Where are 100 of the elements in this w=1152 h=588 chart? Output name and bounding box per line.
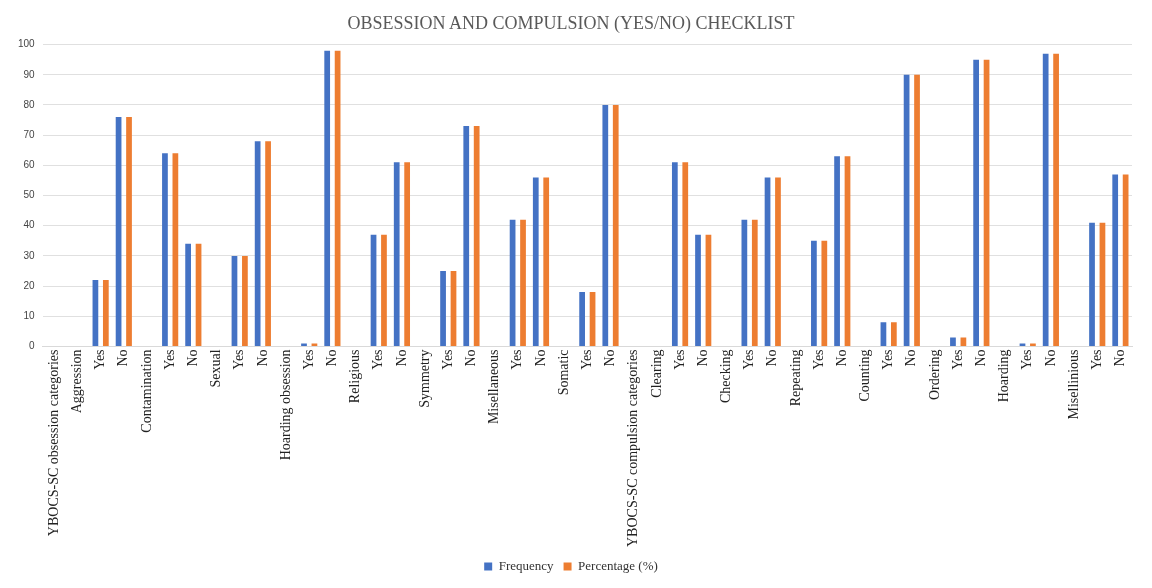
- bar: [1112, 174, 1119, 346]
- x-tick-label: Yes: [880, 349, 896, 370]
- y-tick-label: 100: [18, 38, 36, 50]
- x-tick-label: Hoarding: [996, 349, 1012, 403]
- y-tick-label: 0: [29, 340, 36, 352]
- bar: [695, 234, 701, 346]
- x-tick-label: No: [115, 349, 131, 367]
- bar: [1053, 53, 1059, 346]
- bar: [811, 240, 817, 346]
- bar: [311, 343, 318, 346]
- legend-label: Frequency: [498, 557, 555, 573]
- bar: [1030, 343, 1036, 346]
- x-tick-label: Misellinious: [1065, 349, 1081, 420]
- x-tick-label: No: [324, 349, 340, 367]
- bar: [102, 280, 109, 346]
- x-tick-label: No: [903, 349, 919, 367]
- x-tick-label: Misellaneous: [486, 349, 502, 425]
- bar: [950, 337, 956, 346]
- bar: [381, 234, 387, 346]
- x-tick-label: Yes: [671, 349, 687, 370]
- x-tick-label: Clearing: [648, 349, 664, 398]
- bar: [520, 219, 526, 346]
- bar: [671, 162, 678, 346]
- y-tick-label: 40: [23, 219, 36, 231]
- x-tick-label: No: [973, 349, 989, 367]
- y-tick-label: 80: [23, 98, 36, 110]
- x-tick-label: No: [254, 349, 270, 367]
- x-tick-label: Contamination: [138, 349, 154, 433]
- bar: [612, 104, 619, 346]
- y-tick-label: 70: [23, 128, 36, 140]
- x-tick-label: Aggression: [69, 349, 85, 414]
- bar: [242, 255, 248, 346]
- bar: [185, 243, 191, 346]
- x-tick-label: Yes: [1019, 349, 1035, 370]
- x-tick-label: Yes: [92, 349, 108, 370]
- bar: [301, 343, 307, 346]
- x-tick-label: YBOCS-SC obsession categories: [45, 349, 61, 537]
- x-tick-label: No: [463, 349, 479, 367]
- y-tick-label: 50: [23, 189, 36, 201]
- x-tick-label: Yes: [810, 349, 826, 370]
- bar: [890, 322, 897, 346]
- y-tick-label: 60: [23, 159, 36, 171]
- bar: [973, 59, 979, 346]
- x-tick-label: Checking: [718, 349, 734, 404]
- y-tick-label: 10: [23, 310, 36, 322]
- x-tick-label: No: [1112, 349, 1128, 367]
- bar: [579, 292, 585, 346]
- x-tick-label: Yes: [370, 349, 386, 370]
- x-tick-label: Hoarding obsession: [277, 349, 293, 461]
- x-tick-label: Yes: [741, 349, 757, 370]
- x-tick-label: Yes: [439, 349, 455, 370]
- bar: [775, 177, 781, 346]
- x-tick-label: No: [1042, 349, 1058, 367]
- bar: [834, 156, 840, 346]
- bar: [821, 240, 828, 346]
- x-tick-label: No: [185, 349, 201, 367]
- bar: [914, 74, 920, 346]
- bar: [463, 126, 470, 346]
- x-tick-label: Ordering: [926, 349, 942, 400]
- bar: [404, 162, 411, 346]
- bar: [1042, 53, 1049, 346]
- x-tick-label: Counting: [857, 349, 873, 402]
- y-tick-label: 30: [23, 249, 36, 261]
- bar: [254, 141, 261, 346]
- x-tick-label: Yes: [949, 349, 965, 370]
- x-tick-label: No: [602, 349, 618, 367]
- bar: [602, 104, 609, 346]
- bar: [393, 162, 400, 346]
- y-tick-label: 20: [23, 279, 36, 291]
- x-tick-label: Repeating: [787, 349, 803, 407]
- x-tick-label: Somatic: [555, 349, 571, 396]
- bar: [440, 270, 446, 346]
- x-tick-label: Yes: [579, 349, 595, 370]
- x-tick-label: YBOCS-SC compulsion categories: [625, 349, 641, 547]
- bar: [682, 162, 689, 346]
- x-tick-label: Yes: [509, 349, 525, 370]
- x-tick-label: Yes: [1088, 349, 1104, 370]
- bar: [960, 337, 967, 346]
- bar: [473, 126, 480, 346]
- bar: [543, 177, 550, 346]
- bar: [532, 177, 539, 346]
- y-tick-label: 90: [23, 68, 36, 80]
- bar: [265, 141, 271, 346]
- x-tick-label: Religious: [347, 349, 363, 404]
- x-tick-label: Sexual: [208, 349, 224, 388]
- x-tick-label: No: [393, 349, 409, 367]
- x-tick-label: No: [764, 349, 780, 367]
- x-tick-label: Yes: [231, 349, 247, 370]
- bar: [1089, 222, 1095, 346]
- bar: [751, 219, 758, 346]
- chart-title: OBSESSION AND COMPULSION (YES/NO) CHECKLIST: [347, 12, 795, 34]
- x-tick-label: Symmetry: [416, 349, 432, 408]
- bar: [162, 153, 168, 346]
- x-tick-label: No: [694, 349, 710, 367]
- bar: [741, 219, 748, 346]
- x-tick-label: Yes: [161, 349, 177, 370]
- x-tick-label: No: [833, 349, 849, 367]
- bar: [1019, 343, 1026, 346]
- legend-label: Percentage (%): [578, 557, 658, 573]
- bar: [324, 50, 331, 346]
